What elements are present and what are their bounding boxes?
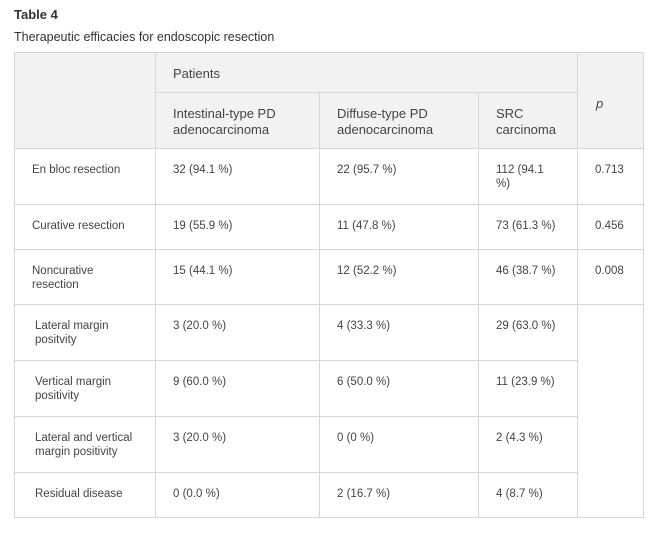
table-cell: 112 (94.1 %): [478, 148, 578, 205]
table-cell: 11 (47.8 %): [319, 204, 479, 250]
row-label: Noncurative resection: [14, 249, 156, 305]
row-label: Vertical margin positivity: [14, 360, 156, 417]
table-cell: 19 (55.9 %): [155, 204, 320, 250]
row-label: Lateral margin positvity: [14, 304, 156, 361]
table-row: Noncurative resection 15 (44.1 %) 12 (52…: [14, 249, 644, 305]
table-row: En bloc resection 32 (94.1 %) 22 (95.7 %…: [14, 148, 644, 205]
table-cell: 4 (33.3 %): [319, 304, 479, 361]
header-patients: Patients: [155, 52, 578, 93]
header-p-value: p: [577, 52, 644, 149]
table-cell: 73 (61.3 %): [478, 204, 578, 250]
header-row-columns: Intestinal-type PD adenocarcinoma Diffus…: [14, 92, 644, 149]
header-intestinal-type: Intestinal-type PD adenocarcinoma: [155, 92, 320, 149]
header-diffuse-type: Diffuse-type PD adenocarcinoma: [319, 92, 479, 149]
header-empty-cell: [14, 52, 156, 149]
table-row: Vertical margin positivity 9 (60.0 %) 6 …: [14, 360, 644, 417]
row-label: Residual disease: [14, 472, 156, 518]
p-value-empty-cell: [577, 304, 644, 518]
table-cell: 11 (23.9 %): [478, 360, 578, 417]
table-cell: 46 (38.7 %): [478, 249, 578, 305]
table-cell: 15 (44.1 %): [155, 249, 320, 305]
header-src-carcinoma: SRC carcinoma: [478, 92, 578, 149]
p-value-cell: 0.456: [577, 204, 644, 250]
p-value-cell: 0.008: [577, 249, 644, 305]
table-caption: Therapeutic efficacies for endoscopic re…: [14, 30, 275, 44]
table-row: Lateral margin positvity 3 (20.0 %) 4 (3…: [14, 304, 644, 518]
table-number: Table 4: [14, 7, 58, 22]
row-label: Curative resection: [14, 204, 156, 250]
table-row: Residual disease 0 (0.0 %) 2 (16.7 %) 4 …: [14, 472, 644, 518]
table-cell: 12 (52.2 %): [319, 249, 479, 305]
efficacy-table: Patients p Intestinal-type PD adenocarci…: [14, 52, 644, 518]
table-cell: 2 (4.3 %): [478, 416, 578, 473]
table-cell: 2 (16.7 %): [319, 472, 479, 518]
table-cell: 22 (95.7 %): [319, 148, 479, 205]
table-cell: 9 (60.0 %): [155, 360, 320, 417]
table-cell: 4 (8.7 %): [478, 472, 578, 518]
table-cell: 3 (20.0 %): [155, 304, 320, 361]
table-cell: 32 (94.1 %): [155, 148, 320, 205]
table-cell: 6 (50.0 %): [319, 360, 479, 417]
table-row: Curative resection 19 (55.9 %) 11 (47.8 …: [14, 204, 644, 250]
table-row: Lateral and vertical margin positivity 3…: [14, 416, 644, 473]
row-label: En bloc resection: [14, 148, 156, 205]
table-cell: 0 (0.0 %): [155, 472, 320, 518]
table-cell: 0 (0 %): [319, 416, 479, 473]
table-cell: 29 (63.0 %): [478, 304, 578, 361]
table-cell: 3 (20.0 %): [155, 416, 320, 473]
header-row-group: Patients p: [14, 52, 644, 149]
p-value-cell: 0.713: [577, 148, 644, 205]
row-label: Lateral and vertical margin positivity: [14, 416, 156, 473]
